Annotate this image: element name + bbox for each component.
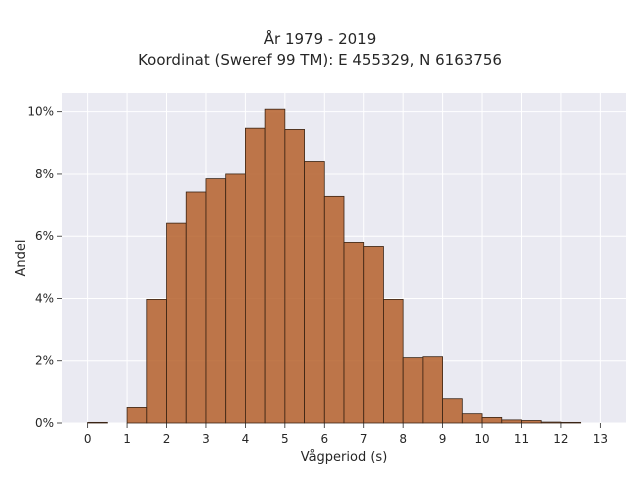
x-tick-label: 13	[593, 432, 608, 446]
histogram-bar	[481, 416, 503, 424]
bars	[87, 108, 582, 424]
y-tick-label: 6%	[35, 229, 54, 243]
histogram-bar	[540, 421, 562, 424]
x-tick-label: 11	[514, 432, 529, 446]
histogram-bar	[264, 108, 286, 424]
x-tick-label: 9	[439, 432, 447, 446]
x-axis-ticks: 0 1 2 3 4 5 6 7 8 9 10 11 12 13	[84, 423, 608, 446]
x-tick-label: 3	[202, 432, 210, 446]
x-tick-label: 0	[84, 432, 92, 446]
histogram-bar	[343, 242, 365, 424]
histogram-bar	[560, 421, 582, 424]
x-tick-label: 4	[242, 432, 250, 446]
histogram-bar	[501, 419, 522, 424]
x-tick-label: 2	[163, 432, 171, 446]
y-tick-label: 0%	[35, 416, 54, 430]
histogram-bar	[225, 173, 246, 424]
histogram-bar	[126, 407, 148, 424]
x-tick-label: 8	[399, 432, 407, 446]
histogram-bar	[146, 299, 167, 424]
histogram-bar	[402, 357, 424, 424]
histogram-bar	[284, 129, 305, 424]
x-axis-label: Vågperiod (s)	[301, 450, 388, 465]
y-tick-label: 2%	[35, 354, 54, 368]
chart-title-line-1: År 1979 - 2019	[263, 30, 377, 48]
y-tick-label: 8%	[35, 167, 54, 181]
y-tick-label: 10%	[27, 105, 54, 119]
x-tick-label: 10	[474, 432, 489, 446]
x-tick-label: 7	[360, 432, 368, 446]
histogram-bar	[422, 356, 444, 424]
histogram-bar	[461, 413, 483, 424]
chart-title-line-2: Koordinat (Sweref 99 TM): E 455329, N 61…	[138, 51, 502, 69]
histogram-bar	[185, 191, 207, 424]
histogram-bar	[205, 178, 227, 424]
histogram-bar	[323, 195, 345, 424]
y-tick-label: 4%	[35, 291, 54, 305]
x-tick-label: 5	[281, 432, 289, 446]
y-axis-label: Andel	[14, 240, 29, 277]
histogram-bar	[383, 299, 404, 424]
histogram-bar	[363, 246, 384, 424]
histogram-bar	[166, 222, 187, 424]
histogram-bar	[442, 398, 463, 424]
histogram-bar	[521, 420, 542, 424]
histogram-bar	[87, 421, 108, 424]
histogram-bar	[304, 161, 325, 424]
x-tick-label: 6	[320, 432, 328, 446]
x-tick-label: 12	[553, 432, 568, 446]
histogram-bar	[244, 127, 266, 424]
y-axis-ticks: 0% 2% 4% 6% 8% 10%	[27, 105, 62, 430]
x-tick-label: 1	[123, 432, 131, 446]
